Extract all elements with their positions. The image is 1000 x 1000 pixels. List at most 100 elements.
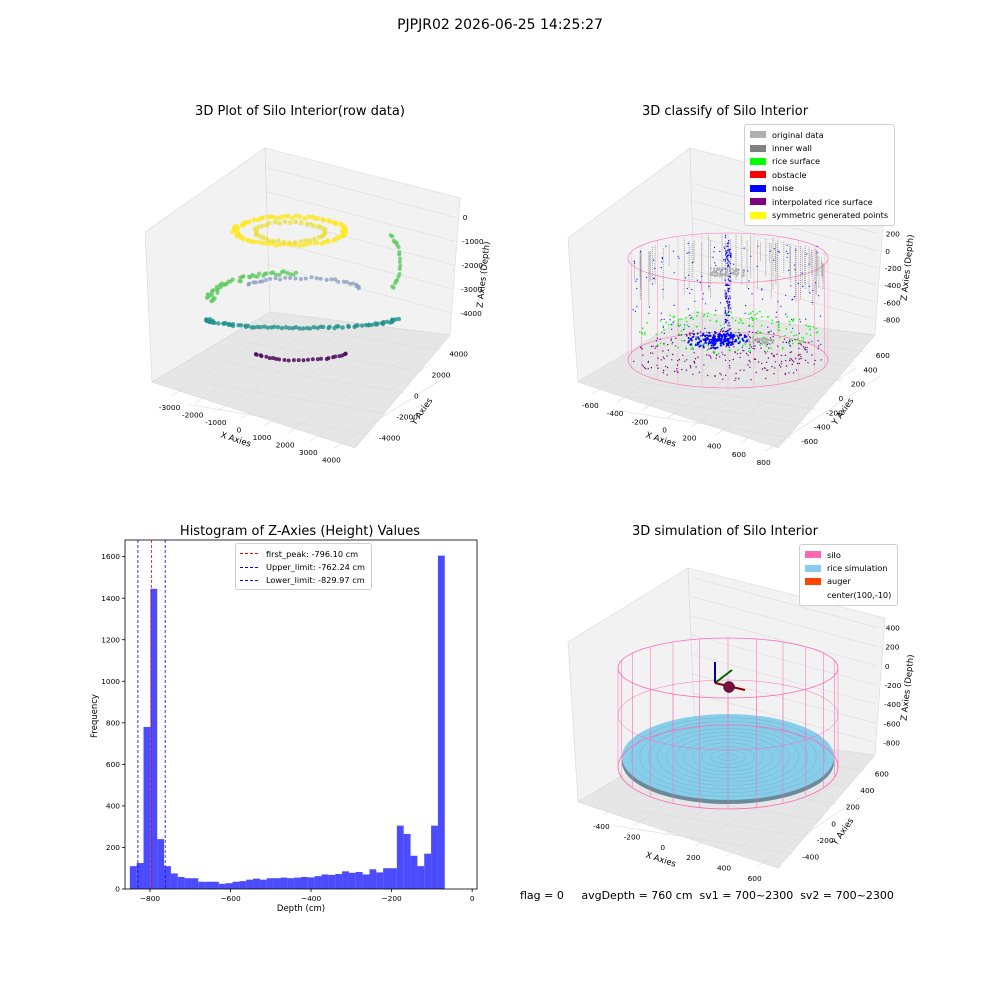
p2-noise-cone-189 [737,337,740,339]
p2-interp-169 [783,338,786,340]
p1-point-back-15 [309,275,314,280]
p2-interp-246 [705,354,708,356]
p2-rice-109 [703,313,706,316]
p1-point-top-6 [339,234,345,239]
p2-noise-col-118 [726,254,729,257]
p2-noise-119 [713,251,715,253]
p2-rice-92 [793,318,795,320]
p2-noise-13 [798,347,800,349]
p2-interp-47 [774,361,777,363]
histogram-bar-43 [424,853,432,889]
p2-rice-78 [740,320,742,322]
p2-noise-col-32 [728,251,731,253]
p1-point-side-36 [257,271,262,276]
p2-noise-148 [663,332,665,334]
histogram-bar-3 [150,588,158,889]
p2-rice-130 [742,344,744,347]
histogram-bar-19 [259,879,267,889]
p2-interp-28 [666,374,668,376]
p2-noise-col-12 [728,287,731,290]
p2-rice-70 [685,347,687,349]
p1-point-mid-44 [283,325,289,330]
panel4-z-tick-5: -600 [884,719,901,728]
panel2-y-tick-2: -200 [826,408,843,417]
histogram-bar-31 [342,871,349,889]
p2-interp-20 [729,367,731,369]
p2-noise-col-117 [728,242,730,244]
histogram-bar-6 [170,873,178,889]
p2-noise-104 [773,248,775,250]
p2-noise-col-116 [727,265,729,267]
p2-rice-37 [677,346,679,349]
p1-point-side-43 [277,272,282,277]
p2-interp-243 [722,353,724,356]
p2-interp-156 [753,358,755,360]
p1-point-bottom-21 [264,354,269,359]
panel1-x-tick-5: 2000 [276,440,295,449]
p2-interp-228 [695,366,697,368]
p2-rice-178 [761,315,763,318]
p2-interp-36 [699,335,702,337]
p2-orig-52 [715,270,718,273]
panel1-grid-x-2 [217,335,336,412]
p1-point-top-57 [251,217,257,223]
panel2-x-tick-5: 400 [707,442,721,451]
p2-noise-105 [635,280,637,282]
p2-rice-5 [673,320,675,323]
p1-point-top-64 [275,215,280,221]
histogram-bar-27 [314,876,322,889]
p1-point-bottom-25 [253,352,258,357]
p1-point-side-30 [241,274,246,279]
p2-noise-113 [721,269,723,271]
p2-interp-250 [778,364,781,366]
p2-interp-226 [806,351,808,353]
p2-noise-cone-117 [708,331,711,334]
p2-orig-59 [737,271,740,275]
p1-point-mid-0 [396,316,402,322]
p2-rice-169 [660,331,663,334]
p2-noise-26 [767,331,769,333]
p1-point-side-45 [281,269,287,274]
p2-noise-112 [636,306,638,308]
p2-interp-51 [755,332,757,334]
p2-noise-col-78 [725,321,727,324]
p2-rice-10 [730,311,732,313]
p2-noise-108 [818,295,820,297]
p2-noise-120 [748,347,750,349]
p2-noise-col-109 [728,301,730,303]
p2-noise-col-16 [724,309,726,312]
p2-noise-91 [686,252,688,254]
p2-rice-104 [655,333,658,336]
p2-noise-173 [773,259,775,261]
p2-interp-45 [673,370,676,373]
p2-interp-110 [780,360,783,363]
p2-rice-176 [777,329,779,331]
p2-orig-23 [722,273,725,276]
p2-orig-5 [726,268,729,272]
histogram-bar-21 [273,878,281,889]
p2-noise-106 [661,258,664,260]
legend-swatch-rice-surface [750,157,766,165]
p2-noise-165 [663,318,665,320]
p2-interp-35 [738,332,740,334]
p2-rice-187 [756,312,758,315]
histogram-ytick-3: 600 [106,760,120,769]
p1-point-mid-20 [363,322,369,328]
p2-noise-col-101 [728,322,730,324]
p2-noise-40 [744,312,746,314]
p1-point-side-42 [273,272,279,277]
p2-noise-178 [677,255,679,257]
p2-interp-222 [735,372,737,375]
p2-interp-170 [725,346,727,348]
p1-point-top-inner-24 [259,223,265,229]
p2-rice-39 [685,317,687,319]
p1-point-bottom-7 [324,357,329,361]
p2-noise-172 [721,351,723,353]
p1-point-mid-39 [300,326,306,331]
p2-interp-52 [789,359,791,362]
p2-interp-1 [747,364,749,366]
p2-rice-155 [759,344,761,346]
p1-point-top-inner-17 [257,233,263,239]
p2-rice-19 [683,327,686,329]
histogram-bar-36 [376,872,384,889]
